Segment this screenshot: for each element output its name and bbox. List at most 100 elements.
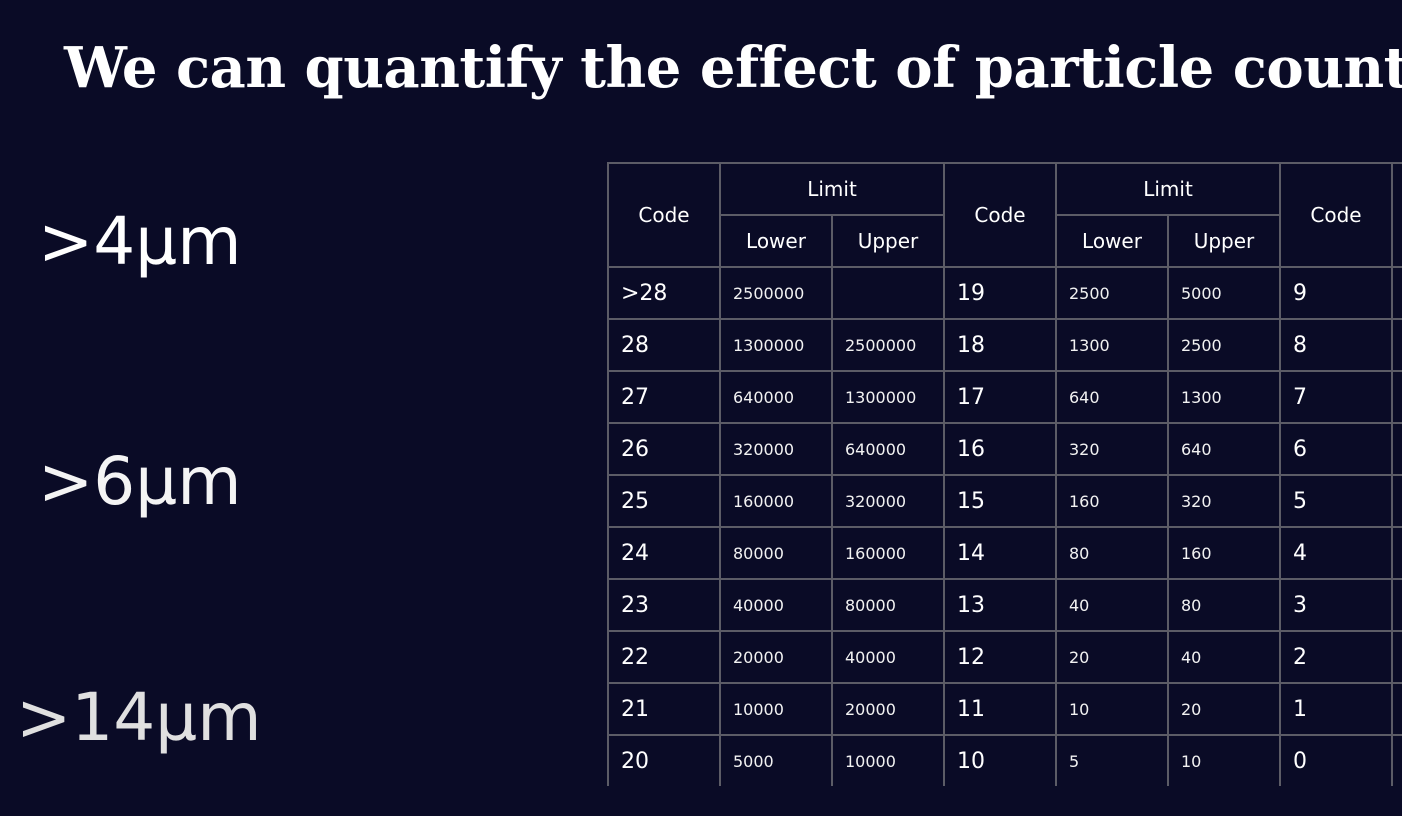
upper-limit-cell: 2500000 [831,318,945,372]
upper-limit-cell: 80 [1167,578,1281,632]
lower-limit-cell: 640 [1055,370,1169,424]
lower-limit-cell: 40000 [719,578,833,632]
upper-limit-cell: 80000 [831,578,945,632]
code-cell: 10 [943,734,1057,786]
cut-off-cell [1391,682,1402,736]
code-cell: 8 [1279,318,1393,372]
upper-limit-cell: 5000 [1167,266,1281,320]
header-code: Code [1279,162,1393,268]
code-cell: 1 [1279,682,1393,736]
code-cell: 4 [1279,526,1393,580]
code-cell: 13 [943,578,1057,632]
code-cell: 11 [943,682,1057,736]
code-cell: >28 [607,266,721,320]
table-subheader-row: Lower Upper Lower Upper [608,214,1402,268]
code-cell: 2 [1279,630,1393,684]
header-upper: Upper [1167,214,1281,268]
upper-limit-cell: 160000 [831,526,945,580]
code-cell: 27 [607,370,721,424]
header-code: Code [607,162,721,268]
code-cell: 5 [1279,474,1393,528]
cut-off-cell [1391,526,1402,580]
header-limit: Limit [1055,162,1281,216]
table-row: 28 1300000 2500000 18 1300 2500 8 [607,318,1402,372]
lower-limit-cell: 1300 [1055,318,1169,372]
code-cell: 24 [607,526,721,580]
code-cell: 18 [943,318,1057,372]
code-cell: 12 [943,630,1057,684]
code-cell: 28 [607,318,721,372]
size-label-6um: >6µm [38,443,242,520]
code-cell: 17 [943,370,1057,424]
lower-limit-cell: 40 [1055,578,1169,632]
upper-limit-cell: 1300000 [831,370,945,424]
code-cell: 7 [1279,370,1393,424]
upper-limit-cell: 10 [1167,734,1281,786]
table-row: 26 320000 640000 16 320 640 6 [607,422,1402,476]
lower-limit-cell: 20 [1055,630,1169,684]
code-cell: 26 [607,422,721,476]
cut-off-cell [1391,734,1402,786]
code-cell: 9 [1279,266,1393,320]
cut-off-cell [1391,578,1402,632]
lower-limit-cell: 320000 [719,422,833,476]
upper-limit-cell: 10000 [831,734,945,786]
table-body: >28 2500000 19 2500 5000 9 28 1300000 2500000 18 1… [607,266,1402,786]
code-cell: 19 [943,266,1057,320]
table-header-row: Code Limit Code Limit Code [607,162,1402,268]
upper-limit-cell: 20 [1167,682,1281,736]
lower-limit-cell: 2500000 [719,266,833,320]
upper-limit-cell: 2500 [1167,318,1281,372]
header-lower: Lower [1055,214,1169,268]
upper-limit-cell: 320000 [831,474,945,528]
lower-limit-cell: 2500 [1055,266,1169,320]
lower-limit-cell: 160000 [719,474,833,528]
cut-off-cell [1391,630,1402,684]
table-row: 23 40000 80000 13 40 80 3 [607,578,1402,632]
table-row: 20 5000 10000 10 5 10 0 [607,734,1402,786]
lower-limit-cell: 10000 [719,682,833,736]
table-row: 27 640000 1300000 17 640 1300 7 [607,370,1402,424]
code-cell: 20 [607,734,721,786]
lower-limit-cell: 80000 [719,526,833,580]
upper-limit-cell: 640 [1167,422,1281,476]
lower-limit-cell: 10 [1055,682,1169,736]
upper-limit-cell [831,266,945,320]
slide-title: We can quantify the effect of particle c… [64,35,1402,101]
lower-limit-cell: 1300000 [719,318,833,372]
code-cell: 15 [943,474,1057,528]
size-label-4um: >4µm [38,203,242,280]
lower-limit-cell: 5 [1055,734,1169,786]
size-label-14um: >14µm [16,679,262,756]
upper-limit-cell: 40 [1167,630,1281,684]
cut-off-cell [1391,266,1402,320]
code-cell: 21 [607,682,721,736]
code-cell: 14 [943,526,1057,580]
code-cell: 22 [607,630,721,684]
code-cell: 3 [1279,578,1393,632]
upper-limit-cell: 20000 [831,682,945,736]
lower-limit-cell: 5000 [719,734,833,786]
code-cell: 0 [1279,734,1393,786]
code-cell: 25 [607,474,721,528]
upper-limit-cell: 40000 [831,630,945,684]
header-lower: Lower [719,214,833,268]
lower-limit-cell: 20000 [719,630,833,684]
cut-off-cell [1391,422,1402,476]
upper-limit-cell: 1300 [1167,370,1281,424]
iso-code-table-container: Code Limit Code Limit Code Lower Upper L… [607,162,1402,786]
header-upper: Upper [831,214,945,268]
code-cell: 23 [607,578,721,632]
iso-code-table: Code Limit Code Limit Code Lower Upper L… [607,162,1402,786]
upper-limit-cell: 640000 [831,422,945,476]
code-cell: 16 [943,422,1057,476]
table-row: 24 80000 160000 14 80 160 4 [607,526,1402,580]
lower-limit-cell: 320 [1055,422,1169,476]
table-row: >28 2500000 19 2500 5000 9 [607,266,1402,320]
lower-limit-cell: 640000 [719,370,833,424]
header-code: Code [943,162,1057,268]
cut-off-cell [1391,474,1402,528]
cut-off-cell [1391,370,1402,424]
lower-limit-cell: 160 [1055,474,1169,528]
table-row: 22 20000 40000 12 20 40 2 [607,630,1402,684]
